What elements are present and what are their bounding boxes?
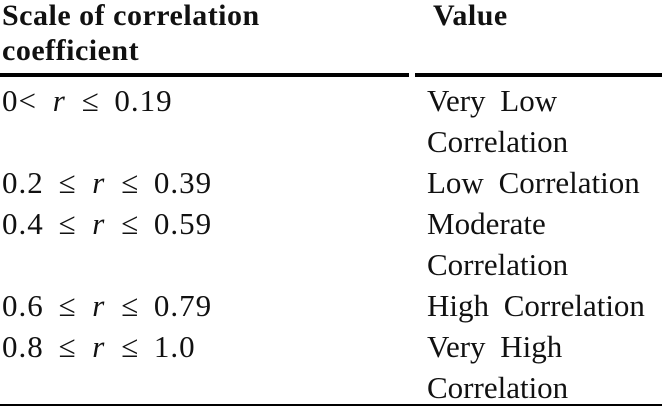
table-row: 0.8 ≤ r ≤ 1.0 Very High Correlation: [0, 326, 662, 406]
r-symbol: r: [92, 206, 106, 241]
table-row: 0.6 ≤ r ≤ 0.79 High Correlation: [0, 285, 662, 326]
r-symbol: r: [92, 329, 106, 364]
scale-cell: 0< r ≤ 0.19: [0, 80, 427, 121]
table-bottom-rule: [0, 404, 662, 406]
r-symbol: r: [52, 83, 66, 118]
value-cell: High Correlation: [427, 288, 645, 323]
scale-upper-bound: ≤ 0.39: [106, 165, 213, 200]
scale-cell: 0.2 ≤ r ≤ 0.39: [0, 162, 427, 203]
table-row: 0.4 ≤ r ≤ 0.59 Moderate Correlation: [0, 203, 662, 285]
r-symbol: r: [92, 165, 106, 200]
table-row: 0.2 ≤ r ≤ 0.39 Low Correlation: [0, 162, 662, 203]
value-cell: Low Correlation: [427, 165, 640, 200]
scale-lower-bound: 0.6 ≤: [2, 288, 92, 323]
value-cell: Moderate Correlation: [427, 206, 569, 282]
r-symbol: r: [92, 288, 106, 323]
value-cell: Very Low Correlation: [427, 83, 569, 159]
scale-lower-bound: 0.2 ≤: [2, 165, 92, 200]
scale-lower-bound: 0.8 ≤: [2, 329, 92, 364]
column-header-scale: Scale of correlation coefficient: [2, 0, 260, 67]
scale-upper-bound: ≤ 1.0: [106, 329, 196, 364]
scale-lower-bound: 0<: [2, 83, 52, 118]
scale-cell: 0.8 ≤ r ≤ 1.0: [0, 326, 427, 367]
scale-cell: 0.4 ≤ r ≤ 0.59: [0, 203, 427, 244]
header-rule-right-segment: [415, 73, 662, 77]
value-cell: Very High Correlation: [427, 329, 569, 405]
scale-upper-bound: ≤ 0.19: [66, 83, 173, 118]
header-rule-left-segment: [0, 73, 409, 77]
table-body: 0< r ≤ 0.19 Very Low Correlation 0.2 ≤ r…: [0, 80, 662, 406]
table-row: 0< r ≤ 0.19 Very Low Correlation: [0, 80, 662, 162]
scale-upper-bound: ≤ 0.79: [106, 288, 213, 323]
scale-cell: 0.6 ≤ r ≤ 0.79: [0, 285, 427, 326]
column-header-value: Value: [433, 0, 508, 32]
scale-upper-bound: ≤ 0.59: [106, 206, 213, 241]
scale-lower-bound: 0.4 ≤: [2, 206, 92, 241]
